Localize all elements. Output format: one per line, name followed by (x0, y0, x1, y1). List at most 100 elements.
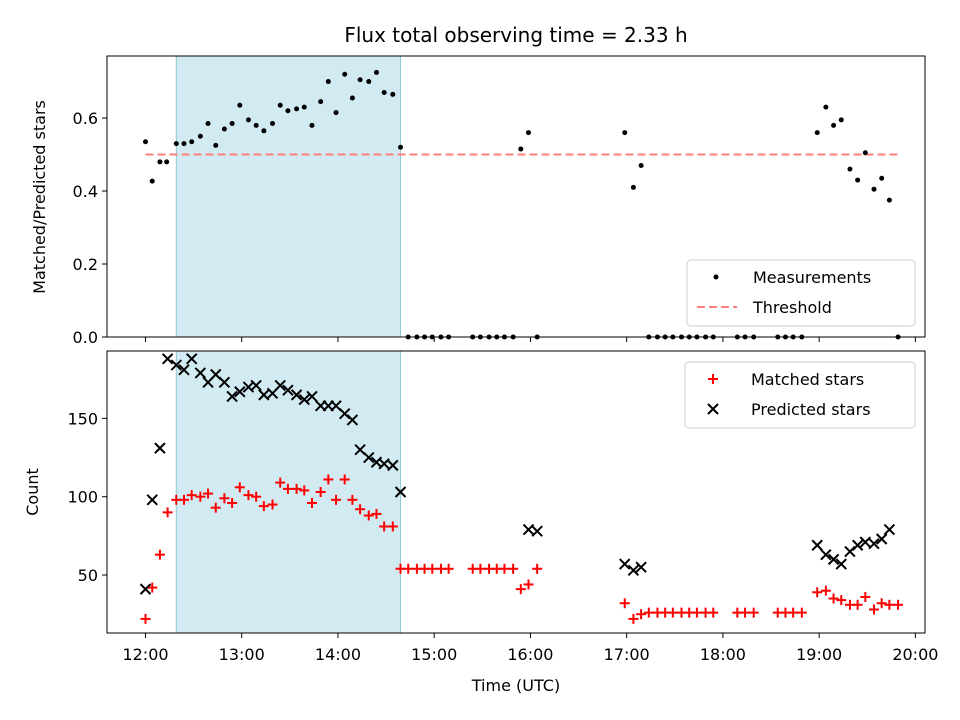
matched-star-point (740, 607, 751, 618)
xtick-label: 15:00 (411, 645, 457, 664)
measurement-point (862, 150, 868, 156)
matched-star-point (523, 579, 534, 590)
ytick-label: 0.0 (73, 328, 98, 347)
measurement-point (366, 79, 372, 85)
matched-star-point (628, 613, 639, 624)
xtick-label: 17:00 (604, 645, 650, 664)
predicted-star-point (290, 389, 303, 401)
measurement-point (638, 162, 644, 168)
measurement-point (630, 184, 636, 190)
matched-star-point (147, 582, 158, 593)
predicted-star-point (218, 376, 231, 389)
matched-star-point (499, 563, 510, 574)
matched-star-point (203, 488, 214, 499)
matched-star-point (667, 607, 678, 618)
matched-star-point (282, 483, 293, 494)
measurement-point (221, 126, 227, 132)
measurement-point (253, 122, 259, 128)
measurement-point (342, 71, 348, 77)
matched-star-point (403, 563, 414, 574)
predicted-star-point (844, 545, 856, 558)
predicted-star-point (250, 379, 262, 392)
matched-star-point (140, 613, 151, 624)
matched-star-point (820, 585, 831, 596)
predicted-star-point (522, 523, 535, 536)
predicted-star-point (154, 442, 166, 454)
measurement-point (325, 79, 331, 85)
predicted-star-point (859, 536, 872, 548)
predicted-star-point (627, 564, 640, 577)
predicted-star-point (146, 494, 158, 506)
matched-star-point (258, 501, 269, 512)
predicted-star-point (851, 539, 864, 551)
predicted-star-point (226, 390, 238, 403)
measurement-point (309, 122, 315, 128)
matched-star-point (331, 494, 342, 505)
predicted-star-point (363, 451, 375, 464)
legend-matched-marker (708, 374, 718, 384)
ytick-label: 0.2 (73, 255, 98, 274)
matched-star-point (219, 493, 230, 504)
measurement-point (518, 146, 524, 152)
ytick-label: 50 (78, 566, 98, 585)
matched-star-point (243, 490, 254, 501)
xtick-label: 18:00 (700, 645, 746, 664)
predicted-star-point (282, 384, 294, 396)
xtick-label: 12:00 (122, 645, 168, 664)
matched-star-point (475, 563, 486, 574)
xtick-label: 13:00 (219, 645, 265, 664)
matched-star-point (796, 607, 807, 618)
legend-measurements-label: Measurements (753, 268, 871, 287)
legend-measurements-marker (713, 274, 719, 280)
predicted-star-point (258, 389, 270, 401)
shaded-span (175, 55, 402, 338)
matched-star-point (691, 607, 702, 618)
predicted-star-point (820, 548, 832, 561)
matched-star-point (427, 563, 438, 574)
matched-star-point (299, 485, 310, 496)
matched-star-point (708, 607, 719, 618)
matched-star-point (178, 494, 189, 505)
predicted-star-point (811, 539, 823, 551)
measurement-point (390, 91, 396, 97)
matched-star-point (788, 607, 799, 618)
top-ylabel: Matched/Predicted stars (30, 100, 49, 294)
matched-star-point (347, 494, 358, 505)
matched-star-point (291, 483, 302, 494)
matched-star-point (836, 595, 847, 606)
xtick-label: 20:00 (892, 645, 938, 664)
measurement-point (886, 197, 892, 203)
bottom-xlabel: Time (UTC) (471, 676, 560, 695)
measurement-point (237, 102, 243, 108)
top-legend: Measurements Threshold (686, 259, 916, 327)
predicted-star-point (178, 364, 190, 376)
matched-star-point (227, 497, 238, 508)
measurement-point (149, 178, 155, 184)
predicted-star-point (835, 558, 847, 570)
measurement-point (349, 95, 355, 101)
top-panel: 0.0 0.2 0.4 0.6 Matched/Predicted stars Mea… (30, 55, 926, 347)
measurement-point (173, 141, 179, 147)
measurement-point (157, 159, 163, 165)
matched-star-point (852, 599, 863, 610)
measurement-point (526, 130, 532, 136)
predicted-star-point (875, 533, 888, 545)
matched-star-point (315, 487, 326, 497)
matched-star-point (387, 521, 398, 532)
measurement-point (277, 102, 283, 108)
measurement-point (855, 177, 861, 183)
measurement-point (373, 69, 379, 75)
matched-star-point (306, 497, 317, 508)
measurement-point (871, 186, 877, 192)
matched-star-point (363, 510, 374, 521)
measurement-point (261, 128, 267, 134)
matched-star-point (893, 599, 904, 610)
predicted-star-point (346, 414, 359, 426)
measurement-point (189, 139, 195, 145)
measurement-point (285, 108, 291, 114)
predicted-star-point (387, 459, 399, 472)
matched-star-point (267, 499, 278, 510)
predicted-star-point (827, 553, 840, 566)
xtick-label: 19:00 (796, 645, 842, 664)
